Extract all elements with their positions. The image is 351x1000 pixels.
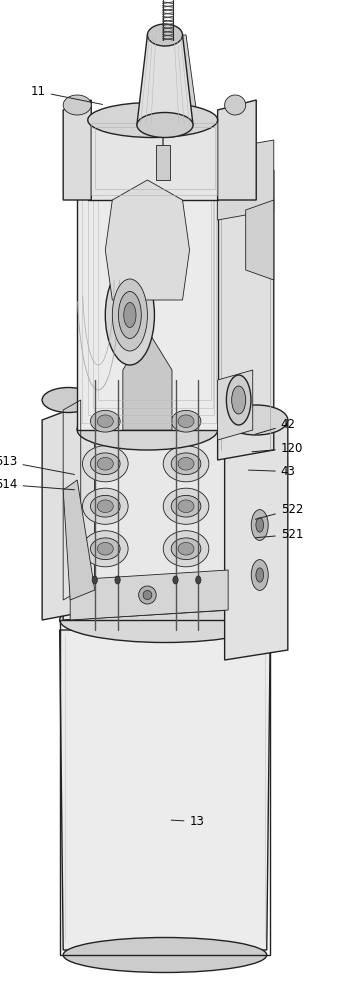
- Polygon shape: [63, 100, 91, 200]
- Ellipse shape: [63, 95, 91, 115]
- Ellipse shape: [124, 302, 136, 328]
- Ellipse shape: [143, 590, 152, 599]
- Text: 522: 522: [256, 503, 303, 519]
- Ellipse shape: [171, 538, 201, 560]
- Polygon shape: [218, 140, 274, 220]
- Ellipse shape: [42, 387, 95, 412]
- Ellipse shape: [82, 403, 128, 439]
- Polygon shape: [105, 180, 190, 300]
- Text: 42: 42: [256, 418, 296, 434]
- Ellipse shape: [239, 167, 253, 192]
- Ellipse shape: [225, 405, 288, 435]
- Ellipse shape: [97, 457, 113, 470]
- Ellipse shape: [196, 576, 201, 584]
- Ellipse shape: [256, 568, 264, 582]
- Text: 11: 11: [31, 85, 102, 104]
- Polygon shape: [63, 400, 228, 620]
- Polygon shape: [70, 570, 228, 620]
- Ellipse shape: [91, 495, 120, 517]
- Ellipse shape: [97, 542, 113, 555]
- Ellipse shape: [60, 597, 270, 643]
- Ellipse shape: [163, 531, 209, 567]
- Ellipse shape: [137, 112, 193, 137]
- Ellipse shape: [91, 538, 120, 560]
- Polygon shape: [142, 35, 198, 125]
- Ellipse shape: [226, 375, 251, 425]
- Ellipse shape: [82, 488, 128, 524]
- Text: 513: 513: [0, 455, 74, 474]
- Polygon shape: [88, 120, 218, 200]
- Text: 43: 43: [249, 465, 296, 478]
- Ellipse shape: [163, 403, 209, 439]
- Polygon shape: [225, 420, 288, 660]
- Ellipse shape: [81, 340, 214, 380]
- Ellipse shape: [178, 457, 194, 470]
- Ellipse shape: [256, 518, 264, 532]
- Ellipse shape: [119, 292, 141, 338]
- Ellipse shape: [178, 415, 194, 428]
- Ellipse shape: [232, 386, 246, 414]
- Ellipse shape: [88, 103, 218, 137]
- Ellipse shape: [173, 576, 178, 584]
- Ellipse shape: [178, 542, 194, 555]
- Ellipse shape: [163, 488, 209, 524]
- Text: 514: 514: [0, 478, 74, 491]
- Text: 120: 120: [252, 442, 303, 455]
- Ellipse shape: [92, 576, 98, 584]
- Ellipse shape: [91, 453, 120, 475]
- Polygon shape: [137, 35, 193, 125]
- Ellipse shape: [63, 938, 267, 972]
- Polygon shape: [225, 160, 256, 190]
- Text: 521: 521: [256, 528, 303, 541]
- Ellipse shape: [251, 560, 268, 590]
- Ellipse shape: [82, 446, 128, 482]
- Ellipse shape: [251, 510, 268, 540]
- Text: 13: 13: [171, 815, 204, 828]
- Ellipse shape: [112, 279, 147, 351]
- Ellipse shape: [178, 500, 194, 513]
- Ellipse shape: [77, 410, 218, 450]
- Ellipse shape: [225, 95, 246, 115]
- Ellipse shape: [97, 415, 113, 428]
- Polygon shape: [77, 360, 218, 430]
- Polygon shape: [63, 480, 95, 600]
- Polygon shape: [123, 330, 172, 430]
- Ellipse shape: [82, 531, 128, 567]
- Polygon shape: [246, 200, 274, 280]
- Ellipse shape: [171, 453, 201, 475]
- Polygon shape: [156, 145, 170, 180]
- Ellipse shape: [97, 500, 113, 513]
- Ellipse shape: [115, 576, 120, 584]
- Ellipse shape: [91, 410, 120, 432]
- Ellipse shape: [105, 265, 154, 365]
- Polygon shape: [218, 170, 274, 460]
- Polygon shape: [42, 400, 95, 620]
- Ellipse shape: [147, 24, 183, 46]
- Polygon shape: [60, 630, 270, 950]
- Ellipse shape: [163, 446, 209, 482]
- Ellipse shape: [171, 495, 201, 517]
- Polygon shape: [218, 370, 253, 440]
- Ellipse shape: [171, 410, 201, 432]
- Ellipse shape: [77, 150, 218, 190]
- Ellipse shape: [139, 586, 156, 604]
- Polygon shape: [77, 170, 218, 430]
- Polygon shape: [218, 100, 256, 200]
